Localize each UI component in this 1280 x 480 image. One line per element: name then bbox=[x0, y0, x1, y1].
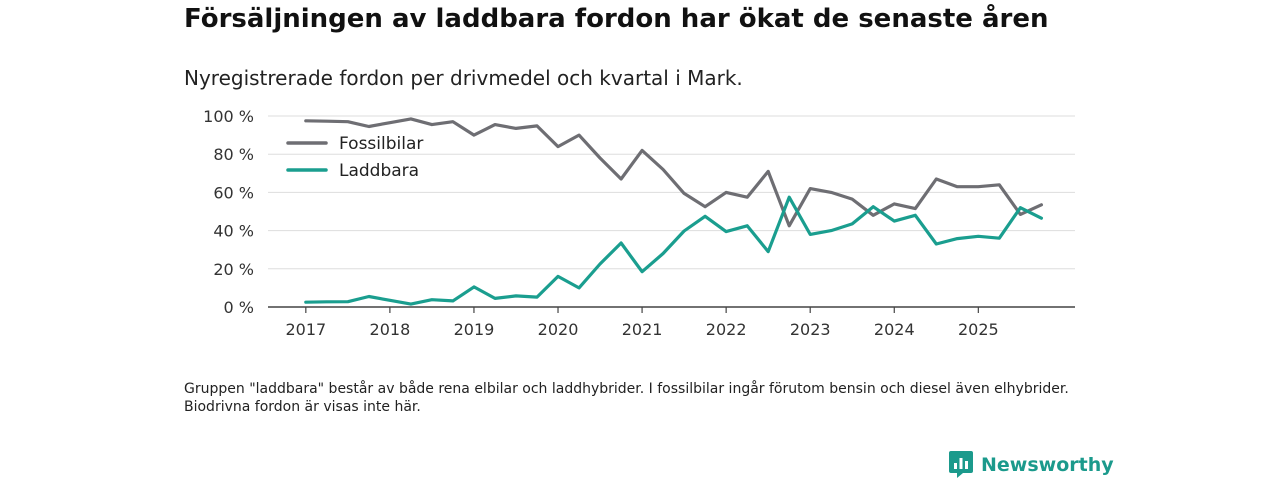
x-tick-label: 2024 bbox=[874, 320, 915, 339]
x-tick-label: 2025 bbox=[958, 320, 999, 339]
x-tick-label: 2021 bbox=[622, 320, 663, 339]
y-tick-label: 100 % bbox=[203, 107, 254, 126]
chart-title: Försäljningen av laddbara fordon har öka… bbox=[184, 4, 1049, 34]
y-tick-label: 80 % bbox=[213, 145, 254, 164]
series-line-fossilbilar bbox=[304, 117, 1044, 228]
x-tick-label: 2018 bbox=[370, 320, 411, 339]
x-tick-label: 2023 bbox=[790, 320, 831, 339]
chart-subtitle: Nyregistrerade fordon per drivmedel och … bbox=[184, 66, 743, 90]
x-tick-label: 2017 bbox=[285, 320, 326, 339]
legend: Fossilbilar Laddbara bbox=[286, 134, 423, 181]
grid-lines bbox=[268, 115, 1075, 270]
y-tick-label: 40 % bbox=[213, 222, 254, 241]
series-lines bbox=[304, 117, 1044, 306]
line-chart: 0 % 20 % 40 % 60 % 80 % 100 % 2017 2018 2019 2020… bbox=[203, 107, 1075, 339]
series-line-laddbara bbox=[304, 195, 1044, 306]
y-tick-label: 0 % bbox=[224, 298, 254, 317]
footnote: Gruppen "laddbara" består av både rena e… bbox=[184, 381, 1069, 415]
brand: Newsworthy bbox=[948, 450, 1114, 479]
brand-name: Newsworthy bbox=[981, 453, 1114, 476]
legend-label-laddbara: Laddbara bbox=[339, 161, 419, 181]
y-tick-label: 60 % bbox=[213, 183, 254, 202]
x-tick-label: 2022 bbox=[706, 320, 747, 339]
x-tick-label: 2020 bbox=[538, 320, 579, 339]
legend-label-fossilbilar: Fossilbilar bbox=[339, 134, 423, 154]
y-tick-label: 20 % bbox=[213, 260, 254, 279]
newsworthy-logo-icon bbox=[949, 451, 973, 478]
axes: 0 % 20 % 40 % 60 % 80 % 100 % 2017 2018 2019 2020… bbox=[203, 107, 1075, 339]
x-tick-label: 2019 bbox=[454, 320, 495, 339]
